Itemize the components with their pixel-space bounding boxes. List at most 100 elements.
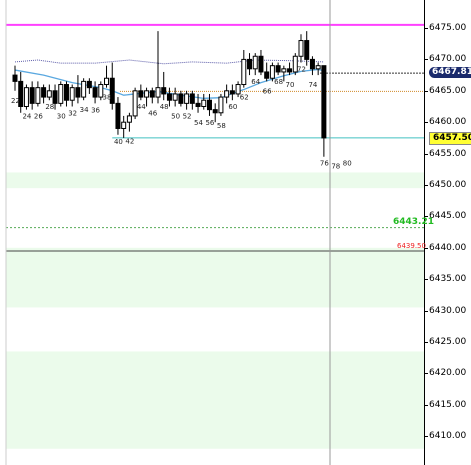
bar-number-label: 66 <box>263 87 272 95</box>
candle-down[interactable] <box>189 93 195 104</box>
candle-up[interactable] <box>184 93 190 104</box>
candle-down[interactable] <box>115 102 121 129</box>
candle-down[interactable] <box>178 93 184 104</box>
candle-up[interactable] <box>281 68 287 73</box>
candle-up[interactable] <box>218 96 224 114</box>
candle-down[interactable] <box>41 87 47 98</box>
axis-tick-mark <box>425 310 428 312</box>
candle-down[interactable] <box>29 87 35 104</box>
bar-number-label: 52 <box>183 113 192 121</box>
bar-number-label: 24 <box>22 113 31 121</box>
background-band <box>6 351 425 449</box>
candle-up[interactable] <box>69 87 75 101</box>
price-axis-border <box>424 0 425 465</box>
axis-tick-mark <box>425 373 428 375</box>
candle-up[interactable] <box>132 90 138 117</box>
bar-number-label: 74 <box>308 81 317 89</box>
bar-number-label: 72 <box>297 66 306 74</box>
candle-down[interactable] <box>258 55 264 73</box>
candle-up[interactable] <box>104 77 110 86</box>
axis-tick-label: 6440.00 <box>429 242 467 253</box>
candle-down[interactable] <box>18 80 24 107</box>
bar-number-label: 22 <box>11 97 20 105</box>
background-band <box>6 247 425 308</box>
axis-tick-label: 6445.00 <box>429 211 467 222</box>
bar-number-label: 60 <box>228 103 237 111</box>
background-band <box>6 172 425 189</box>
candle-down[interactable] <box>212 109 218 114</box>
candle-up[interactable] <box>121 121 127 129</box>
axis-tick-label: 6450.00 <box>429 180 467 190</box>
candle-down[interactable] <box>206 99 212 111</box>
axis-tick-mark <box>425 216 428 218</box>
axis-tick-label: 6410.00 <box>429 431 467 442</box>
candle-up[interactable] <box>292 55 298 73</box>
green-level-label: 6443.21 <box>393 216 434 227</box>
candle-up[interactable] <box>144 90 150 98</box>
candle-down[interactable] <box>166 93 172 101</box>
candle-up[interactable] <box>224 90 230 98</box>
candle-down[interactable] <box>195 102 201 108</box>
bar-number-label: 34 <box>80 106 89 114</box>
candle-up[interactable] <box>201 99 207 108</box>
candle-down[interactable] <box>63 84 69 101</box>
bar-number-label: 70 <box>286 81 295 89</box>
candle-up[interactable] <box>46 90 52 98</box>
candle-down[interactable] <box>264 71 270 79</box>
axis-tick-mark <box>425 185 428 186</box>
candle-down[interactable] <box>321 65 327 139</box>
bar-number-label: 76 <box>320 160 329 168</box>
candle-down[interactable] <box>309 58 315 70</box>
bar-number-label: 38 <box>103 94 112 102</box>
candle-up[interactable] <box>298 40 304 57</box>
candle-up[interactable] <box>241 58 247 86</box>
candle-down[interactable] <box>229 90 235 95</box>
candle-down[interactable] <box>247 58 253 70</box>
candle-down[interactable] <box>275 65 281 73</box>
candle-up[interactable] <box>35 87 41 104</box>
candle-down[interactable] <box>92 87 98 98</box>
candle-up[interactable] <box>98 84 104 98</box>
candle-down[interactable] <box>75 87 81 98</box>
candle-up[interactable] <box>172 93 178 101</box>
bar-number-label: 40 <box>114 138 123 146</box>
bar-number-label: 62 <box>240 94 249 102</box>
candle-up[interactable] <box>235 84 241 95</box>
axis-tick-label: 6470.00 <box>429 54 467 65</box>
candle-up[interactable] <box>126 115 132 123</box>
candle-down[interactable] <box>52 90 58 104</box>
candle-up[interactable] <box>155 87 161 98</box>
session-low-price-tag[interactable]: 6457.50 <box>429 131 471 145</box>
bar-number-label: 48 <box>160 103 169 111</box>
candle-up[interactable] <box>81 80 87 98</box>
axis-tick-mark <box>425 59 428 61</box>
candle-down[interactable] <box>109 77 115 104</box>
bar-number-label: 46 <box>148 109 157 117</box>
candle-down[interactable] <box>161 87 167 95</box>
axis-tick-mark <box>425 436 428 438</box>
candle-down[interactable] <box>138 90 144 98</box>
candle-up[interactable] <box>252 55 258 70</box>
bar-number-label: 80 <box>343 160 352 168</box>
candle-down[interactable] <box>12 74 18 82</box>
candle-up[interactable] <box>269 65 275 79</box>
candle-up[interactable] <box>23 87 29 108</box>
bar-number-label: 30 <box>57 113 66 121</box>
axis-tick-mark <box>425 279 428 281</box>
candle-up[interactable] <box>315 65 321 70</box>
candle-down[interactable] <box>86 80 92 89</box>
axis-tick-mark <box>425 153 428 155</box>
bar-number-label: 44 <box>137 103 146 111</box>
axis-tick-mark <box>425 90 428 92</box>
axis-tick-label: 6465.00 <box>429 85 467 96</box>
candle-up[interactable] <box>58 84 64 104</box>
axis-tick-mark <box>425 122 428 124</box>
current-price-tag[interactable]: 6467.81 <box>429 67 471 79</box>
candle-down[interactable] <box>149 90 155 98</box>
candle-down[interactable] <box>304 40 310 60</box>
bar-number-label: 36 <box>91 106 100 114</box>
bar-number-label: 28 <box>45 103 54 111</box>
candle-down[interactable] <box>287 68 293 73</box>
